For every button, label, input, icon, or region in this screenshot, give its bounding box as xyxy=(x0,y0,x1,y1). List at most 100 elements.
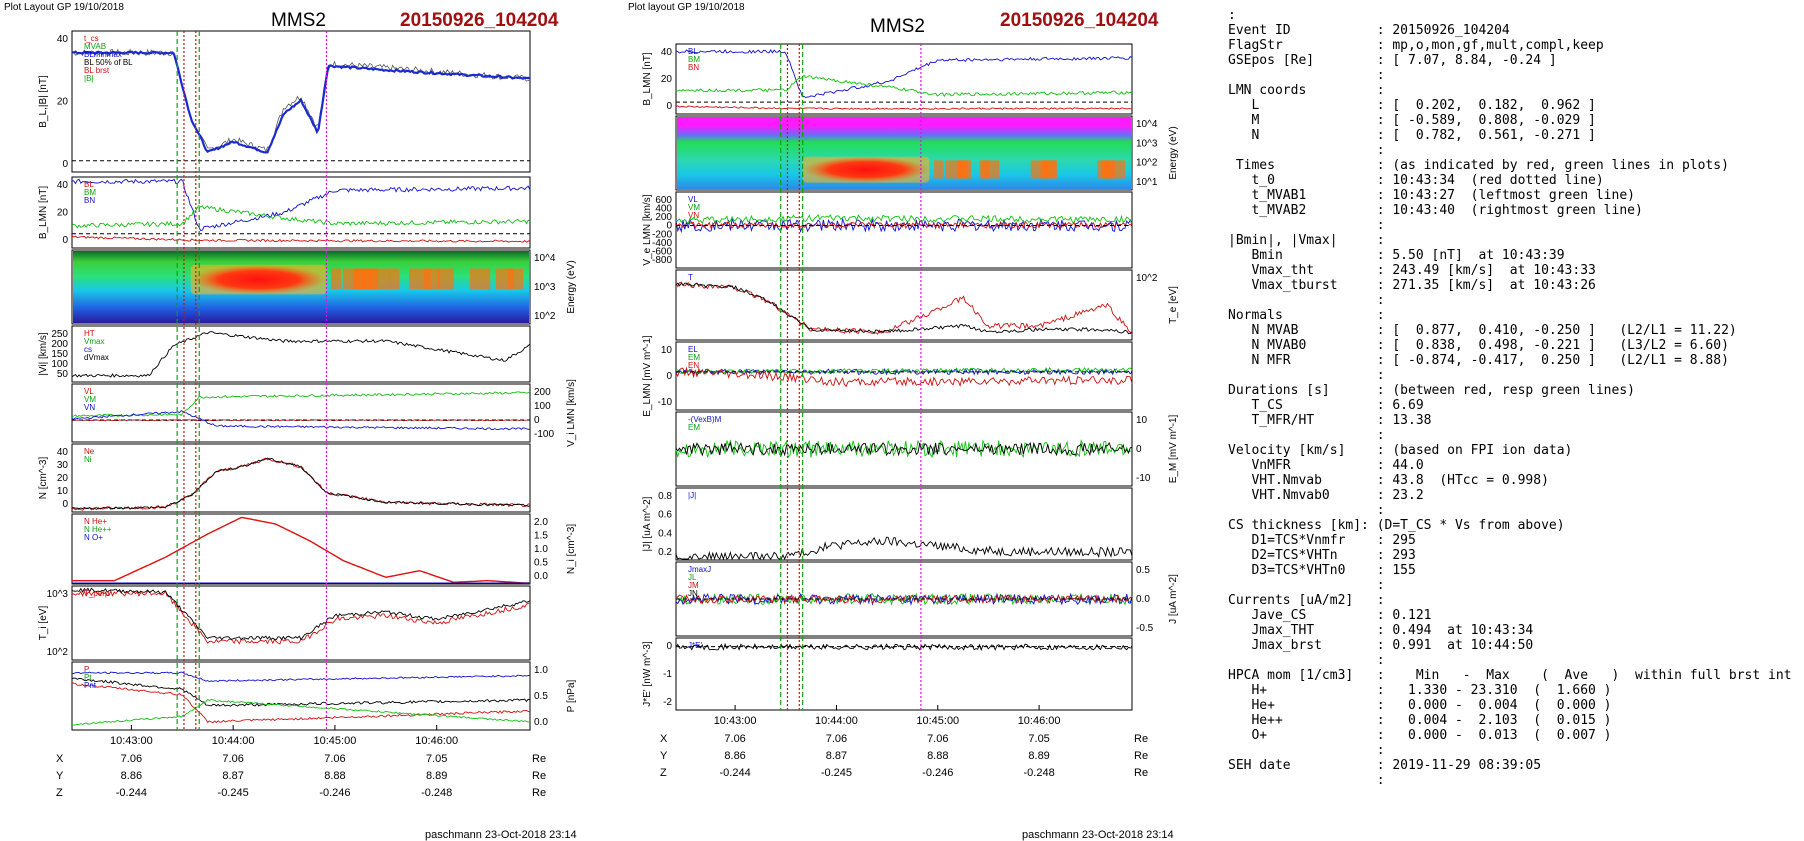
panel-frame xyxy=(675,43,1133,115)
panel-frame xyxy=(675,191,1133,269)
y-tick-label: -0.5 xyxy=(1136,623,1154,634)
trace-bm xyxy=(675,74,1133,98)
trace-bl xyxy=(71,178,531,231)
y-tick-label: 10^3 xyxy=(47,589,69,600)
axis-label: N_i [cm^-3] xyxy=(566,524,577,574)
y-tick-label: 0 xyxy=(666,641,672,652)
time-tick-label: 10:46:00 xyxy=(415,735,458,747)
y-tick-label: 10 xyxy=(661,345,673,356)
spectrogram-patch xyxy=(437,268,454,290)
legend-entry: VL xyxy=(688,195,698,204)
trace-bm xyxy=(71,204,531,229)
legend-entry: JN xyxy=(688,589,698,598)
panel-8: T_perp T_i [eV] 10^3 10^2 xyxy=(38,585,531,661)
y-tick-label: 20 xyxy=(661,74,673,85)
info-line: HPCA mom [1/cm3] : Min - Max ( Ave ) wit… xyxy=(1228,668,1792,683)
info-line: M : [ -0.589, 0.808, -0.029 ] xyxy=(1228,113,1596,128)
y-tick-label: 200 xyxy=(534,387,551,398)
y-tick-label: 10^4 xyxy=(534,253,556,264)
legend-entry: EM xyxy=(688,423,700,432)
legend-entry: BL xyxy=(688,47,698,56)
coord-value: 7.06 xyxy=(324,753,345,765)
y-tick-label: 10^2 xyxy=(47,647,69,658)
y-tick-label: -400 xyxy=(652,238,672,249)
trace-em xyxy=(675,441,1133,457)
spectrogram-patch xyxy=(934,160,944,179)
y-tick-label: 1.0 xyxy=(534,544,548,555)
axis-label: B_LMN [nT] xyxy=(38,186,49,240)
time-tick-label: 10:44:00 xyxy=(815,715,858,727)
coord-row-label: Z xyxy=(56,787,63,799)
legend-entry: N O+ xyxy=(84,533,103,542)
info-line: Jmax_brst : 0.991 at 10:44:50 xyxy=(1228,638,1534,653)
y-tick-label: 30 xyxy=(57,460,69,471)
trace-en xyxy=(675,366,1133,388)
time-tick-label: 10:45:00 xyxy=(916,715,959,727)
y-tick-label: 40 xyxy=(57,447,69,458)
y-tick-label: 10 xyxy=(1136,415,1148,426)
trace-ni xyxy=(71,457,531,510)
legend-entry: JM xyxy=(688,581,699,590)
coord-value: 8.88 xyxy=(324,770,345,782)
axis-label: Energy (eV) xyxy=(1168,126,1179,179)
legend-entry: BL xyxy=(84,180,94,189)
y-tick-label: 2.0 xyxy=(534,517,548,528)
y-tick-label: 10^2 xyxy=(1136,158,1158,169)
y-tick-label: 200 xyxy=(51,339,68,350)
coord-value: -0.244 xyxy=(720,767,751,779)
info-line: Times : (as indicated by red, green line… xyxy=(1228,158,1729,173)
axis-label: E_M [mV m^-1] xyxy=(1168,414,1179,483)
middle-footer: paschmann 23-Oct-2018 23:14 xyxy=(1022,829,1174,841)
y-tick-label: 0.2 xyxy=(658,547,672,558)
trace-t xyxy=(675,281,1133,335)
spectrogram-patch xyxy=(330,268,342,290)
y-tick-label: 40 xyxy=(57,180,69,191)
info-line: H+ : 1.330 - 23.310 ( 1.660 ) xyxy=(1228,683,1612,698)
trace-j xyxy=(675,536,1133,561)
y-tick-label: 0.5 xyxy=(1136,565,1150,576)
panel-frame xyxy=(675,341,1133,411)
panel-frame xyxy=(71,661,531,731)
info-line: N MVAB0 : [ 0.838, 0.498, -0.221 ] (L3/L… xyxy=(1228,338,1729,353)
info-line: He+ : 0.000 - 0.004 ( 0.000 ) xyxy=(1228,698,1612,713)
info-line: Event ID : 20150926_104204 xyxy=(1228,23,1510,38)
y-tick-label: 10^4 xyxy=(1136,119,1158,130)
trace-vn xyxy=(71,410,531,431)
legend-entry: Vmax xyxy=(84,337,104,346)
coord-row-label: X xyxy=(56,753,64,765)
coord-value: 7.06 xyxy=(724,733,745,745)
coord-value: -0.246 xyxy=(319,787,350,799)
spectrogram-patch xyxy=(958,160,969,179)
legend-entry: BN xyxy=(84,196,95,205)
coord-value: 8.86 xyxy=(724,750,745,762)
info-line: |Bmin|, |Vmax| : xyxy=(1228,233,1385,248)
y-tick-label: 10 xyxy=(57,486,69,497)
legend-entry: BM xyxy=(84,188,96,197)
trace-series xyxy=(71,699,531,726)
legend-entry: HT xyxy=(84,329,95,338)
info-line: : xyxy=(1228,773,1385,788)
y-tick-label: -600 xyxy=(652,246,672,257)
info-line: Velocity [km/s] : (based on FPI ion data… xyxy=(1228,443,1573,458)
legend-entry: N He++ xyxy=(84,525,112,534)
info-line: Currents [uA/m2] : xyxy=(1228,593,1385,608)
y-tick-label: 0 xyxy=(534,415,540,426)
legend-entry: N He+ xyxy=(84,517,107,526)
trace-bn xyxy=(675,105,1133,110)
y-tick-label: 0 xyxy=(62,499,68,510)
axis-label: T_e [eV] xyxy=(1168,286,1179,324)
coord-value: 8.89 xyxy=(1028,750,1049,762)
coord-value: 8.88 xyxy=(927,750,948,762)
y-tick-label: 0.5 xyxy=(534,691,548,702)
y-tick-label: 0 xyxy=(666,221,672,232)
legend-entry: VN xyxy=(84,403,95,412)
y-tick-label: 10^3 xyxy=(534,282,556,293)
spectrogram-patch xyxy=(1103,160,1126,179)
coord-value: 8.86 xyxy=(121,770,142,782)
y-tick-label: 1.0 xyxy=(534,665,548,676)
